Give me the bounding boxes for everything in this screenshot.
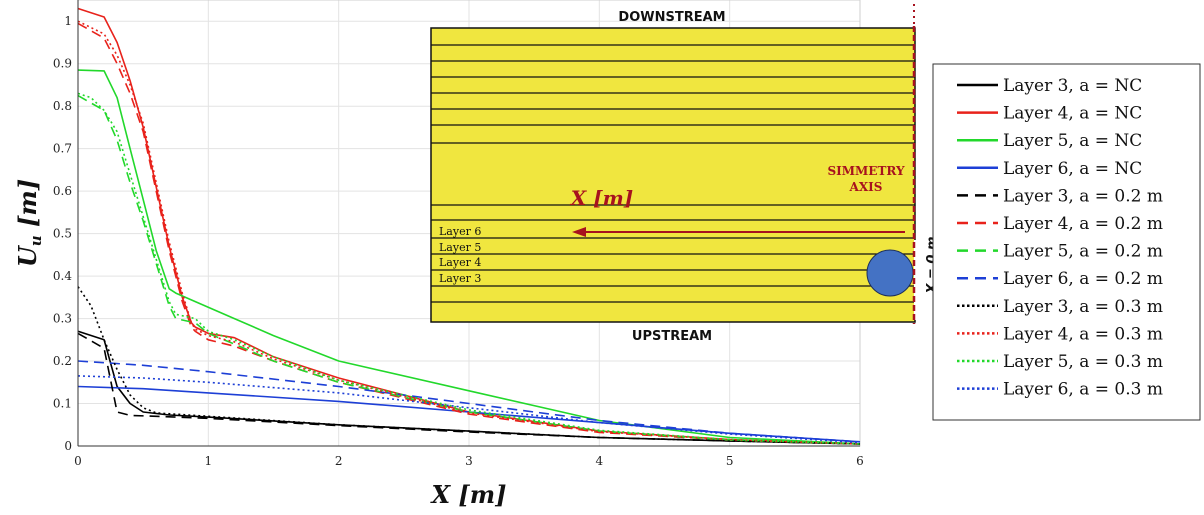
- legend-label: Layer 3, a = 0.2 m: [1003, 186, 1163, 206]
- inset-layer-label: Layer 3: [439, 272, 481, 285]
- legend-item: Layer 4, a = NC: [957, 104, 1142, 124]
- inset-schematic: DOWNSTREAM UPSTREAM SIMMETRY AXIS X [m] L…: [430, 4, 944, 344]
- series-layer: [77, 7, 861, 445]
- series-line-6: [77, 22, 861, 445]
- y-axis-title-rest: [m]: [13, 179, 42, 235]
- inset-arrow-label: X [m]: [569, 186, 634, 210]
- inset-layer-label: Layer 6: [439, 225, 481, 238]
- x-tick-label: 2: [335, 454, 343, 468]
- inset-downstream-label: DOWNSTREAM: [618, 10, 725, 25]
- y-tick-label: 0.6: [53, 184, 72, 198]
- x-axis-title: X [m]: [429, 480, 506, 509]
- legend-label: Layer 6, a = 0.2 m: [1003, 269, 1163, 289]
- legend-item: Layer 5, a = 0.2 m: [957, 242, 1163, 262]
- legend-label: Layer 5, a = NC: [1003, 131, 1142, 151]
- svg-text:Uu [m]: Uu [m]: [13, 179, 45, 267]
- series-line-5: [77, 332, 861, 445]
- series-line-8: [77, 360, 861, 443]
- x-tick-label: 6: [856, 454, 864, 468]
- legend-label: Layer 5, a = 0.3 m: [1003, 352, 1163, 372]
- legend-item: Layer 3, a = 0.3 m: [957, 297, 1163, 317]
- series-line-9: [77, 286, 861, 445]
- legend-item: Layer 6, a = 0.2 m: [957, 269, 1163, 289]
- legend-items: Layer 3, a = NC Layer 4, a = NC Layer 5, a…: [957, 76, 1163, 400]
- y-axis-title-main: U: [13, 244, 42, 267]
- x-tick-label: 1: [205, 454, 213, 468]
- legend-label: Layer 5, a = 0.2 m: [1003, 242, 1163, 262]
- inset-pile-circle: [866, 249, 914, 297]
- inset-axis-label: SIMMETRY AXIS: [827, 164, 905, 194]
- inset-layer-label: Layer 4: [439, 256, 481, 269]
- y-tick-label: 0.3: [53, 312, 72, 326]
- legend-label: Layer 4, a = 0.3 m: [1003, 324, 1163, 344]
- legend-label: Layer 4, a = 0.2 m: [1003, 214, 1163, 234]
- y-ticks: 0 0.1 0.2 0.3 0.4 0.5 0.6 0.7 0.8 0.9 1: [53, 14, 72, 453]
- y-tick-label: 0.8: [53, 99, 72, 113]
- y-tick-label: 1: [64, 14, 72, 28]
- y-tick-label: 0.1: [53, 397, 72, 411]
- y-tick-label: 0.7: [53, 142, 72, 156]
- inset-arrow-head: [572, 227, 586, 237]
- legend-label: Layer 3, a = 0.3 m: [1003, 297, 1163, 317]
- y-tick-label: 0.9: [53, 57, 72, 71]
- series-line-3: [77, 69, 861, 445]
- inset-layer-labels: Layer 6 Layer 5 Layer 4 Layer 3: [439, 225, 481, 285]
- x-tick-label: 0: [74, 454, 82, 468]
- series-line-4: [77, 385, 861, 443]
- inset-layer-label: Layer 5: [439, 241, 481, 254]
- y-tick-label: 0: [64, 439, 72, 453]
- legend-item: Layer 4, a = 0.3 m: [957, 324, 1163, 344]
- y-axis-title: Uu [m]: [13, 179, 45, 267]
- legend-label: Layer 6, a = NC: [1003, 159, 1142, 179]
- legend-item: Layer 4, a = 0.2 m: [957, 214, 1163, 234]
- legend-item: Layer 6, a = NC: [957, 159, 1142, 179]
- series-line-12: [77, 375, 861, 444]
- legend-item: Layer 3, a = 0.2 m: [957, 186, 1163, 206]
- y-axis-title-sub: u: [27, 235, 45, 246]
- legend: Layer 3, a = NC Layer 4, a = NC Layer 5, a…: [932, 63, 1201, 421]
- y-tick-label: 0.2: [53, 354, 72, 368]
- legend-item: Layer 6, a = 0.3 m: [957, 380, 1163, 400]
- y-tick-label: 0.5: [53, 227, 72, 241]
- x-tick-label: 4: [596, 454, 604, 468]
- inset-layer-lines: [431, 44, 915, 303]
- legend-label: Layer 4, a = NC: [1003, 104, 1142, 124]
- x-ticks: 0 1 2 3 4 5 6: [74, 454, 864, 468]
- x-tick-label: 3: [465, 454, 473, 468]
- y-tick-label: 0.4: [53, 269, 72, 283]
- legend-item: Layer 5, a = NC: [957, 131, 1142, 151]
- legend-item: Layer 3, a = NC: [957, 76, 1142, 96]
- legend-label: Layer 3, a = NC: [1003, 76, 1142, 96]
- legend-label: Layer 6, a = 0.3 m: [1003, 380, 1163, 400]
- x-tick-label: 5: [726, 454, 734, 468]
- series-line-10: [77, 20, 861, 445]
- inset-upstream-label: UPSTREAM: [632, 329, 712, 344]
- legend-item: Layer 5, a = 0.3 m: [957, 352, 1163, 372]
